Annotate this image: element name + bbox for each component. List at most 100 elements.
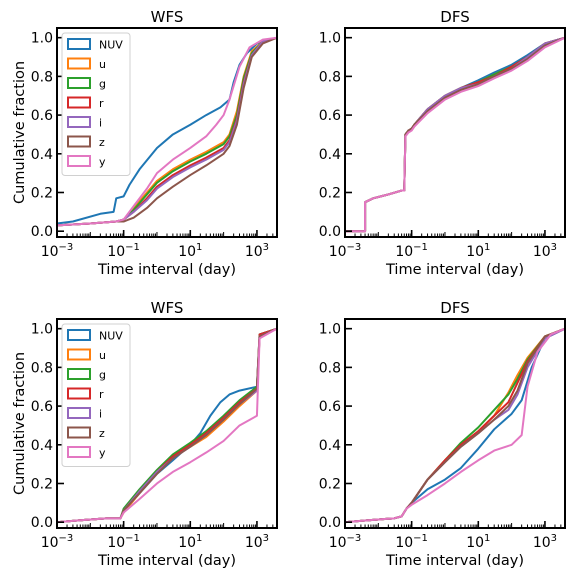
y-tick-label: 0.0 [319,224,341,240]
plot-frame [344,318,566,529]
y-tick-label: 0.8 [31,69,53,85]
legend-swatch-r [67,387,91,400]
x-tick-label: 10−3 [329,242,362,260]
x-tick-label: 10−1 [395,242,428,260]
x-axis-label: Time interval (day) [385,553,524,569]
legend-frame [61,32,131,176]
legend-label-y: y [99,156,106,169]
plot-frame [56,27,278,238]
legend-label-u: u [99,58,106,71]
x-tick-label: 10−3 [41,242,74,260]
x-tick-label: 103 [533,533,557,551]
x-tick-label: 10−3 [329,533,362,551]
legend-label-i: i [99,117,102,130]
panel-title: DFS [440,299,469,317]
y-tick-label: 0.2 [31,185,53,201]
legend-swatch-r [67,96,91,109]
y-tick-label: 0.4 [31,147,53,163]
x-tick-label: 101 [178,533,202,551]
y-tick-label: 0.6 [31,108,53,124]
legend-swatch-NUV [67,38,91,50]
series-line-y [56,327,278,524]
series-line-curve-3 [344,36,566,233]
y-tick-label: 1.0 [319,31,341,47]
panel-1: WFS 10−3 10−1 101 103 0.0 0.2 0.4 0.6 0.8 1.0 Time … [12,8,278,278]
y-tick-label: 0.4 [319,147,341,163]
legend-label-NUV: NUV [99,39,123,52]
y-tick-label: 0.2 [319,185,341,201]
x-tick-label: 10−3 [41,533,74,551]
legend-label-z: z [99,427,105,440]
series-line-curve-4 [344,36,566,233]
series-line-z [56,36,278,227]
series-line-curve-6 [344,36,566,233]
x-tick-label: 103 [245,533,269,551]
y-tick-label: 0.8 [319,69,341,85]
legend-swatch-y [67,446,91,458]
panel-4: DFS 10−3 10−1 101 103 0.0 0.2 0.4 0.6 0.8 1.0 Time … [319,299,566,569]
y-tick-label: 0.6 [319,108,341,124]
y-tick-label: 0.0 [31,224,53,240]
legend-swatch-z [67,135,91,148]
y-tick-label: 1.0 [31,322,53,338]
legend-label-i: i [99,408,102,421]
y-axis-label: Cumulative fraction [12,61,28,204]
y-tick-label: 0.2 [31,476,53,492]
legend-swatch-g [67,368,91,380]
x-tick-label: 103 [533,242,557,260]
legend-swatch-z [67,426,91,439]
y-tick-label: 1.0 [319,322,341,338]
plot-frame [344,27,566,238]
y-axis-label: Cumulative fraction [12,352,28,495]
x-tick-label: 103 [245,242,269,260]
y-tick-label: 0.4 [31,438,53,454]
panel-2: DFS 10−3 10−1 101 103 0.0 0.2 0.4 0.6 0.8 1.0 Time … [319,8,566,278]
x-tick-label: 10−1 [107,533,140,551]
panel-3: WFS 10−3 10−1 101 103 0.0 0.2 0.4 0.6 0.8 1.0 Time … [12,299,278,569]
series-line-curve-7 [344,327,566,524]
y-tick-label: 0.2 [319,476,341,492]
y-tick-label: 1.0 [31,31,53,47]
x-axis-label: Time interval (day) [97,262,236,278]
series-line-curve-2 [344,36,566,233]
y-tick-label: 0.4 [319,438,341,454]
legend-label-g: g [99,369,106,382]
x-axis-label: Time interval (day) [97,553,236,569]
panel-title: WFS [151,8,184,26]
legend-label-NUV: NUV [99,330,123,343]
x-tick-label: 101 [178,242,202,260]
legend-swatch-NUV [67,329,91,341]
legend-swatch-u [67,57,91,70]
series-line-y [56,36,278,227]
legend-label-r: r [99,97,104,110]
legend-swatch-u [67,348,91,361]
legend-swatch-i [67,407,91,419]
legend-swatch-g [67,77,91,89]
y-tick-label: 0.8 [31,360,53,376]
legend-label-u: u [99,349,106,362]
legend-swatch-y [67,155,91,167]
panel-title: DFS [440,8,469,26]
panel-title: WFS [151,299,184,317]
x-tick-label: 10−1 [107,242,140,260]
legend-label-z: z [99,136,105,149]
x-tick-label: 101 [466,242,490,260]
legend-frame [61,323,131,467]
series-line-curve-6 [344,327,566,524]
x-tick-label: 10−1 [395,533,428,551]
series-line-curve-5 [344,36,566,233]
y-tick-label: 0.8 [319,360,341,376]
y-tick-label: 0.6 [31,399,53,415]
series-line-curve-1 [344,36,566,233]
y-tick-label: 0.6 [319,399,341,415]
x-axis-label: Time interval (day) [385,262,524,278]
y-tick-label: 0.0 [31,515,53,531]
legend-label-r: r [99,388,104,401]
legend-swatch-i [67,116,91,128]
y-tick-label: 0.0 [319,515,341,531]
x-tick-label: 101 [466,533,490,551]
legend-label-g: g [99,78,106,91]
